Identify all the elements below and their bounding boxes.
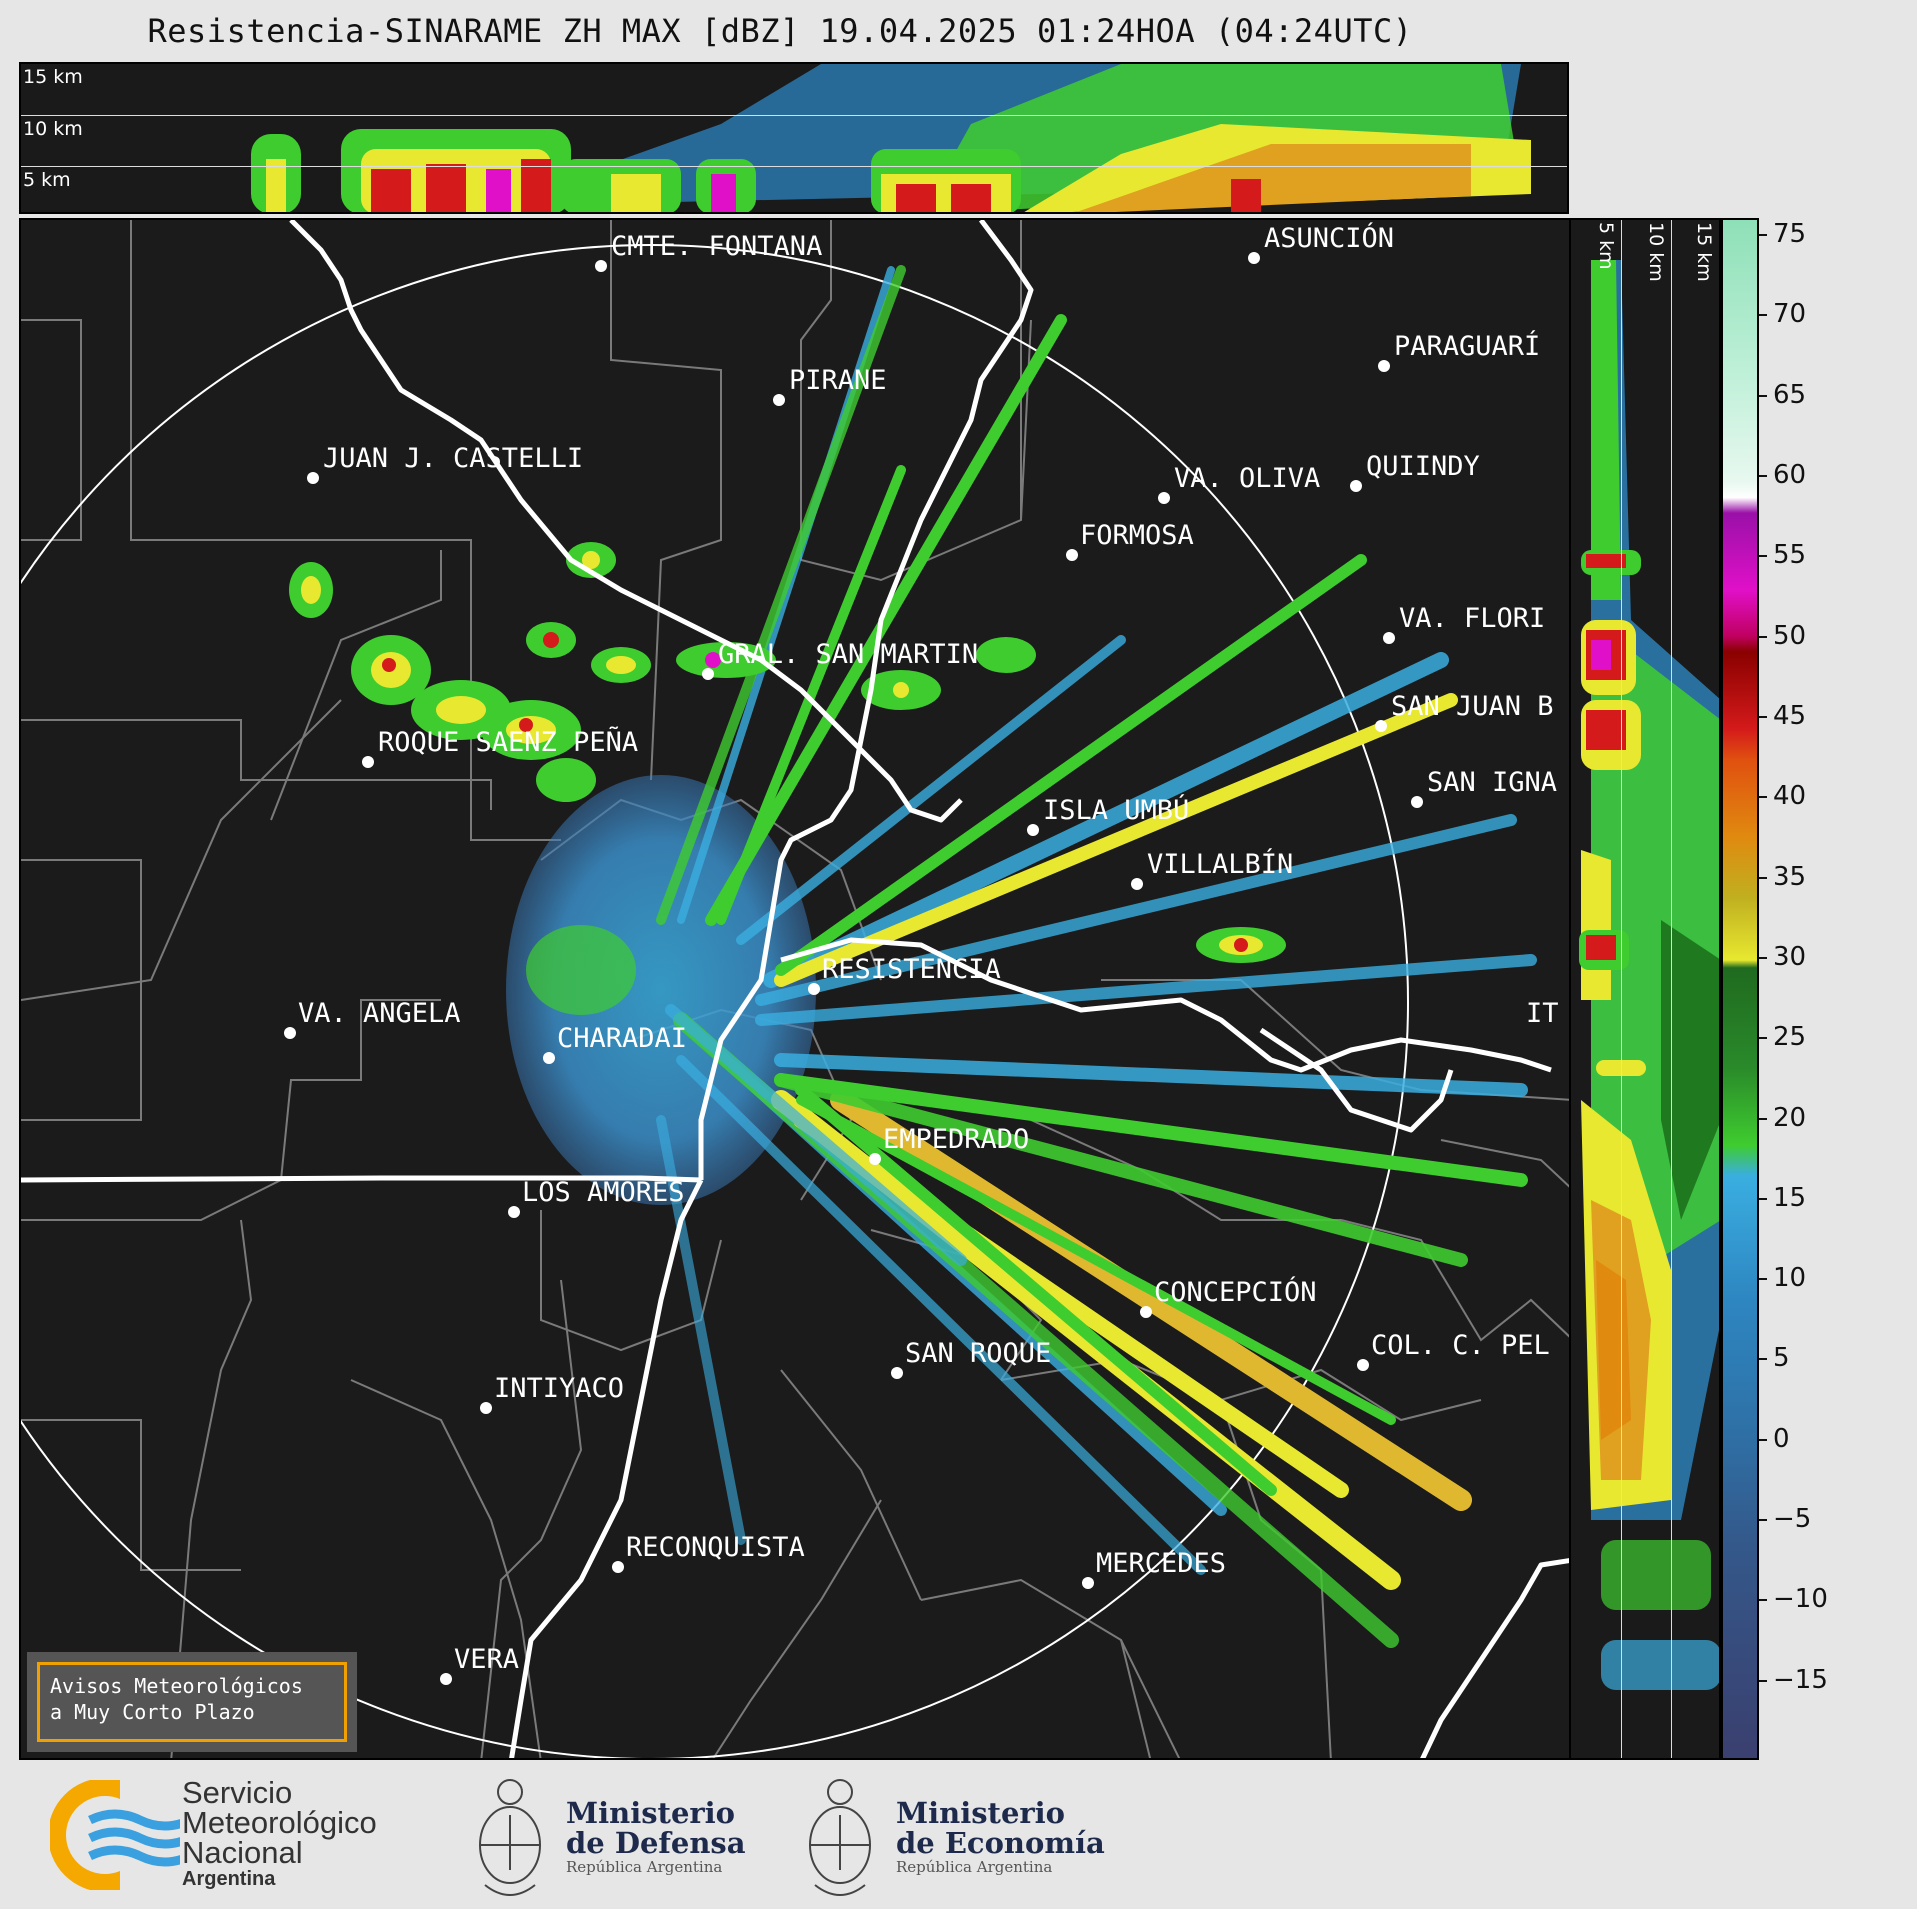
- colorbar-tick-label: 60: [1773, 460, 1807, 490]
- right-10km-line: [1671, 220, 1672, 1758]
- smn-logo-icon: [48, 1778, 192, 1892]
- right-storm-cells: [1579, 550, 1719, 1690]
- right-level-15km: 15 km: [1693, 222, 1715, 282]
- top-level-15km: 15 km: [23, 66, 83, 88]
- radar-map-canvas: [21, 220, 1569, 1758]
- colorbar-tick-label: −10: [1773, 1584, 1828, 1615]
- argentina-seal-icon: [479, 1779, 541, 1896]
- colorbar-tick-label: 35: [1773, 861, 1807, 892]
- colorbar-tick-label: 10: [1773, 1263, 1807, 1294]
- storm-cells: [289, 542, 1286, 963]
- colorbar-tick-label: 45: [1773, 700, 1807, 731]
- river-borders: [21, 220, 1569, 1758]
- top-5km-line: [21, 166, 1567, 167]
- top-cross-section-echoes: [251, 64, 1531, 212]
- colorbar-tick-label: 65: [1773, 379, 1807, 410]
- economia-logo-text: Ministerio de Economía República Argenti…: [896, 1796, 1105, 1876]
- colorbar-tick-label: 5: [1773, 1343, 1790, 1374]
- colorbar-tick-label: 30: [1773, 941, 1807, 972]
- colorbar-tick-label: 40: [1773, 781, 1807, 812]
- radar-range-ring: [21, 244, 1409, 1758]
- colorbar-tick-label: −5: [1773, 1504, 1812, 1535]
- colorbar-tick-label: 55: [1773, 540, 1807, 571]
- defensa-logo-text: Ministerio de Defensa República Argentin…: [566, 1796, 746, 1876]
- smn-logo-text: Servicio Meteorológico Nacional Argentin…: [182, 1775, 377, 1890]
- colorbar-tick-label: 20: [1773, 1102, 1807, 1133]
- economia-seal: [800, 1770, 880, 1902]
- colorbar-gradient: [1723, 220, 1757, 1758]
- warning-line-1: Avisos Meteorológicos: [50, 1674, 303, 1698]
- right-level-5km: 5 km: [1595, 222, 1617, 270]
- smn-logo: [48, 1778, 192, 1892]
- warning-line-2: a Muy Corto Plazo: [50, 1700, 255, 1724]
- colorbar-tick-label: 0: [1773, 1423, 1790, 1454]
- colorbar-tick-label: −15: [1773, 1664, 1828, 1695]
- right-cross-section-echoes: [1579, 260, 1719, 1690]
- reflectivity-colorbar: [1721, 218, 1759, 1760]
- colorbar-tick-label: 50: [1773, 620, 1807, 651]
- radar-beams: [656, 265, 1537, 1648]
- right-level-10km: 10 km: [1645, 222, 1667, 282]
- right-cross-section-panel: 5 km 10 km 15 km: [1569, 218, 1721, 1760]
- warning-box[interactable]: Avisos Meteorológicos a Muy Corto Plazo: [27, 1652, 357, 1752]
- defensa-seal: [470, 1770, 550, 1902]
- top-10km-line: [21, 115, 1567, 116]
- colorbar-tick-label: 70: [1773, 299, 1807, 330]
- right-5km-line: [1621, 220, 1622, 1758]
- top-storm-cells: [251, 129, 1021, 212]
- top-cross-section-panel: 15 km 10 km 5 km: [19, 62, 1569, 214]
- colorbar-tick-labels: 75 70 65 60 55 50 45 40 35 30 25 20 15 10 5 0 −5 −10 −15: [1759, 218, 1909, 1760]
- colorbar-tick-label: 15: [1773, 1182, 1807, 1213]
- colorbar-tick-label: 25: [1773, 1022, 1807, 1053]
- top-level-5km: 5 km: [23, 169, 71, 191]
- warning-box-frame: Avisos Meteorológicos a Muy Corto Plazo: [37, 1662, 347, 1742]
- radar-map: [19, 218, 1571, 1760]
- colorbar-tick-label: 75: [1773, 219, 1807, 250]
- top-level-10km: 10 km: [23, 118, 83, 140]
- page-title: Resistencia-SINARAME ZH MAX [dBZ] 19.04.…: [147, 12, 1413, 50]
- footer-logos: Servicio Meteorológico Nacional Argentin…: [0, 1762, 1917, 1909]
- argentina-seal-icon: [809, 1779, 871, 1896]
